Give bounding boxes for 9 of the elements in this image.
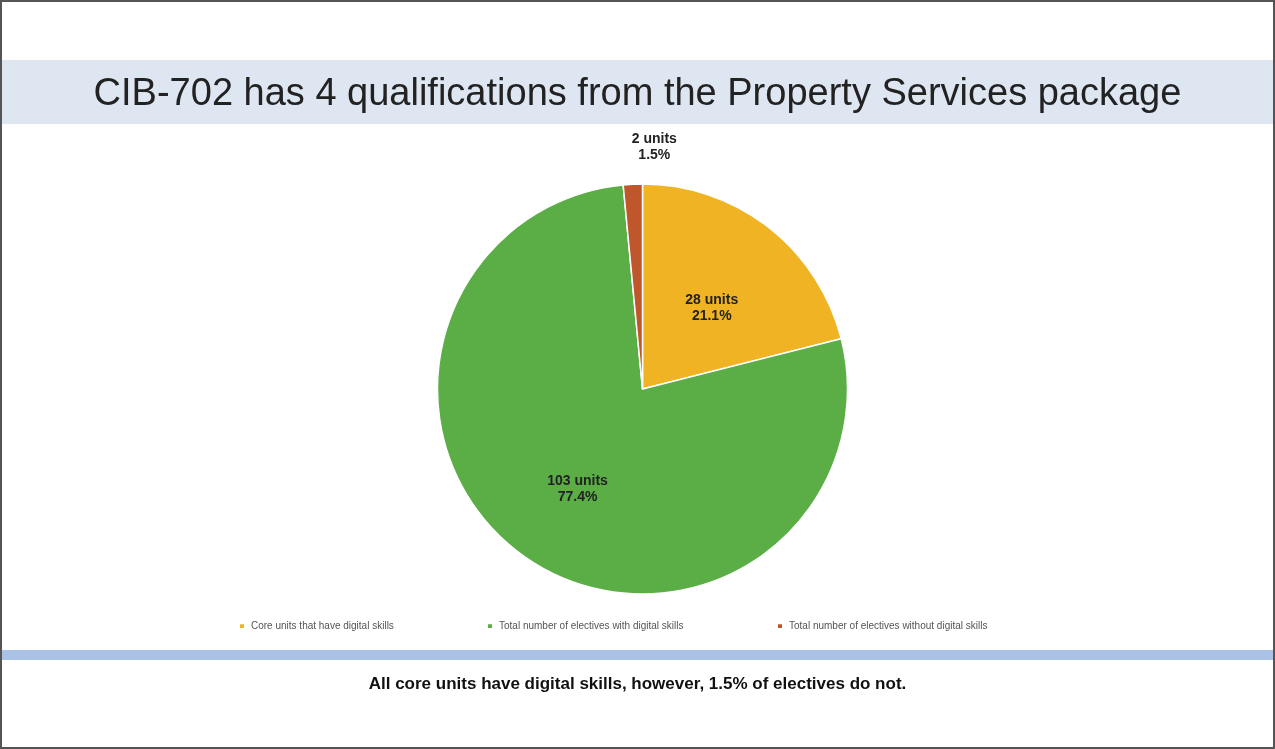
pie-slice — [437, 184, 849, 595]
data-label: 28 units 21.1% — [685, 291, 739, 324]
legend-label: Total number of electives without digital skills — [789, 620, 988, 632]
data-label: 2 units 1.5% — [631, 130, 678, 163]
data-label: 103 units 77.4% — [547, 472, 609, 505]
legend-label: Core units that have digital skills — [251, 620, 394, 632]
text: All core units have digital skills, however, 1.5% of electives do not. — [367, 674, 908, 694]
chart-title: CIB-702 has 4 qualifications from the Property Services package — [2, 60, 1273, 124]
legend-label: Total number of electives with digital skills — [499, 620, 684, 632]
